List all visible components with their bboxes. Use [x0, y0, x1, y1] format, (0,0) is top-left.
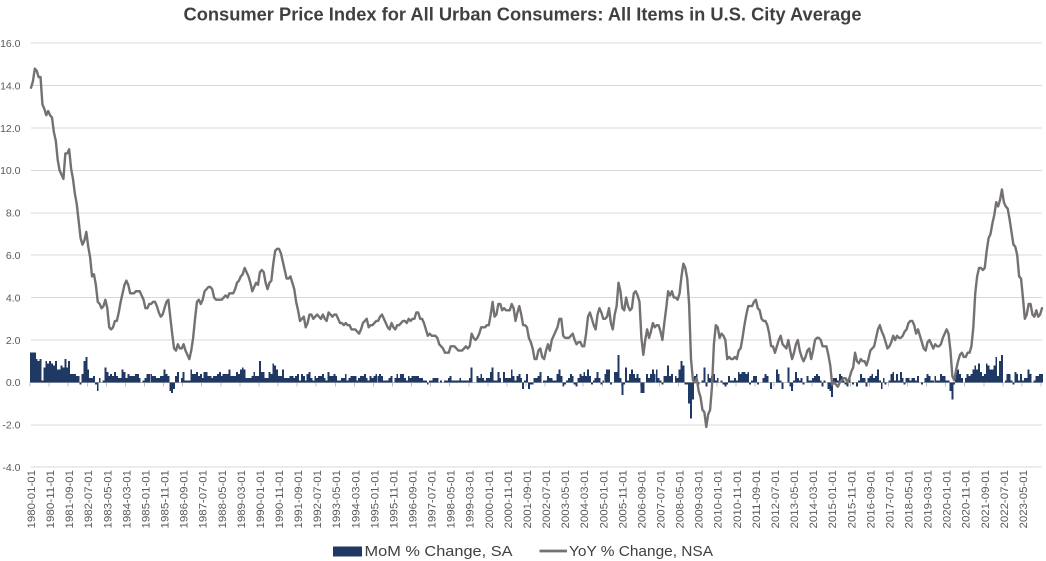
svg-text:1987-07-01: 1987-07-01 — [198, 470, 210, 529]
svg-text:1990-11-01: 1990-11-01 — [274, 470, 286, 529]
svg-text:2005-01-01: 2005-01-01 — [598, 470, 610, 529]
svg-text:1998-05-01: 1998-05-01 — [446, 470, 458, 528]
svg-text:2008-05-01: 2008-05-01 — [675, 470, 687, 529]
svg-text:1984-03-01: 1984-03-01 — [121, 470, 133, 529]
svg-text:2005-11-01: 2005-11-01 — [617, 470, 629, 529]
svg-text:12.0: 12.0 — [0, 123, 21, 135]
svg-text:2018-05-01: 2018-05-01 — [903, 470, 915, 529]
svg-text:1989-03-01: 1989-03-01 — [236, 470, 248, 529]
svg-text:1993-05-01: 1993-05-01 — [331, 470, 343, 529]
svg-text:2000-11-01: 2000-11-01 — [503, 470, 515, 529]
svg-text:1996-09-01: 1996-09-01 — [408, 470, 420, 529]
svg-text:2000-01-01: 2000-01-01 — [484, 470, 496, 529]
svg-text:2015-11-01: 2015-11-01 — [846, 470, 858, 529]
svg-text:1981-09-01: 1981-09-01 — [64, 470, 76, 529]
svg-text:2015-01-01: 2015-01-01 — [827, 470, 839, 529]
svg-text:1980-11-01: 1980-11-01 — [45, 470, 57, 529]
svg-text:2020-01-01: 2020-01-01 — [942, 470, 954, 529]
svg-text:2002-07-01: 2002-07-01 — [541, 470, 553, 529]
svg-text:1980-01-01: 1980-01-01 — [26, 470, 38, 529]
svg-text:1999-03-01: 1999-03-01 — [465, 470, 477, 529]
svg-text:2021-09-01: 2021-09-01 — [980, 470, 992, 529]
svg-text:1991-09-01: 1991-09-01 — [293, 470, 305, 529]
svg-text:8.0: 8.0 — [6, 208, 21, 220]
svg-text:1995-01-01: 1995-01-01 — [369, 470, 381, 529]
svg-text:2001-09-01: 2001-09-01 — [522, 470, 534, 529]
svg-text:1990-01-01: 1990-01-01 — [255, 470, 267, 529]
svg-text:2010-01-01: 2010-01-01 — [713, 470, 725, 529]
svg-text:1982-07-01: 1982-07-01 — [83, 470, 95, 529]
svg-text:10.0: 10.0 — [0, 165, 21, 177]
svg-text:2010-11-01: 2010-11-01 — [732, 470, 744, 529]
svg-text:-4.0: -4.0 — [2, 462, 20, 474]
svg-text:1988-05-01: 1988-05-01 — [217, 470, 229, 529]
svg-text:2011-09-01: 2011-09-01 — [751, 470, 763, 529]
svg-text:1992-07-01: 1992-07-01 — [312, 470, 324, 529]
svg-text:2019-03-01: 2019-03-01 — [923, 470, 935, 529]
svg-text:2020-11-01: 2020-11-01 — [961, 470, 973, 529]
svg-text:1983-05-01: 1983-05-01 — [102, 470, 114, 529]
svg-text:0.0: 0.0 — [6, 377, 21, 389]
svg-text:1985-11-01: 1985-11-01 — [160, 470, 172, 529]
svg-text:1986-09-01: 1986-09-01 — [179, 470, 191, 529]
svg-text:2007-07-01: 2007-07-01 — [655, 470, 667, 529]
svg-text:2016-09-01: 2016-09-01 — [865, 470, 877, 529]
svg-text:1995-11-01: 1995-11-01 — [388, 470, 400, 529]
svg-text:-2.0: -2.0 — [2, 420, 20, 432]
svg-text:2023-05-01: 2023-05-01 — [1018, 470, 1030, 529]
svg-text:MoM % Change, SA: MoM % Change, SA — [365, 543, 513, 560]
svg-text:2.0: 2.0 — [6, 335, 21, 347]
svg-text:2006-09-01: 2006-09-01 — [636, 470, 648, 529]
svg-text:14.0: 14.0 — [0, 80, 21, 92]
svg-text:16.0: 16.0 — [0, 38, 21, 50]
svg-text:1997-07-01: 1997-07-01 — [427, 470, 439, 529]
svg-text:2013-05-01: 2013-05-01 — [789, 470, 801, 529]
svg-text:1994-03-01: 1994-03-01 — [350, 470, 362, 529]
svg-text:Consumer Price Index for All U: Consumer Price Index for All Urban Consu… — [184, 5, 862, 25]
svg-text:YoY % Change, NSA: YoY % Change, NSA — [569, 543, 713, 560]
svg-text:1985-01-01: 1985-01-01 — [140, 470, 152, 529]
svg-text:2017-07-01: 2017-07-01 — [884, 470, 896, 529]
svg-text:2009-03-01: 2009-03-01 — [694, 470, 706, 529]
svg-text:2022-07-01: 2022-07-01 — [999, 470, 1011, 529]
svg-text:2004-03-01: 2004-03-01 — [579, 470, 591, 529]
svg-text:2014-03-01: 2014-03-01 — [808, 470, 820, 529]
svg-text:2003-05-01: 2003-05-01 — [560, 470, 572, 529]
svg-text:4.0: 4.0 — [6, 292, 21, 304]
svg-text:2012-07-01: 2012-07-01 — [770, 470, 782, 529]
svg-text:6.0: 6.0 — [6, 250, 21, 262]
